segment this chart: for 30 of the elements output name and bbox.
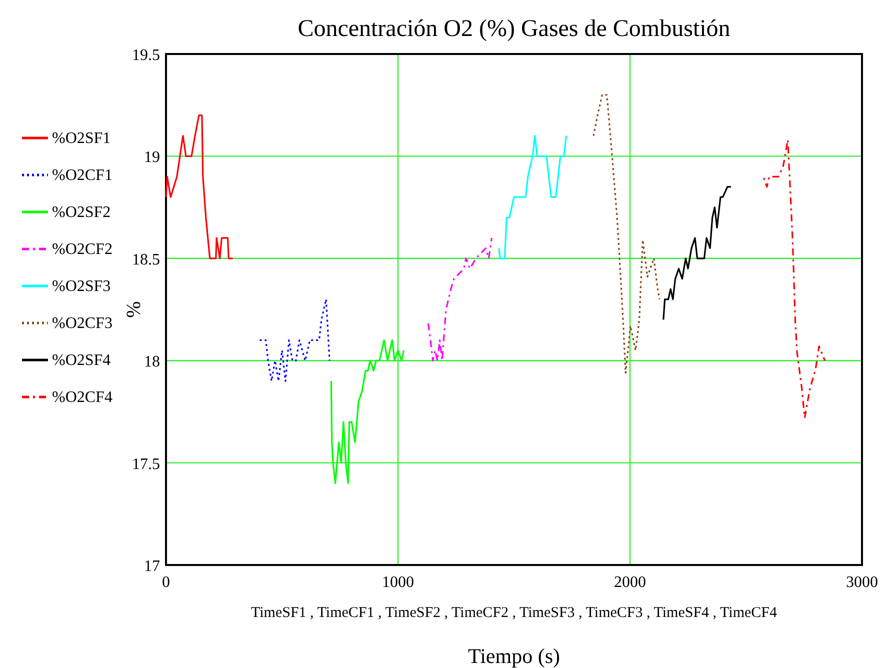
legend-label: %O2SF4	[52, 352, 111, 369]
x-axis-title: Tiempo (s)	[468, 644, 560, 668]
line-series	[662, 186, 732, 321]
y-tick-label: 19	[144, 149, 160, 166]
line-series	[498, 134, 567, 260]
line-series	[592, 94, 660, 374]
text: TimeSF1 , TimeCF1 , TimeSF2 , TimeCF2 , TimeSF3 , TimeCF3 , TimeSF4 , TimeCF4	[250, 605, 778, 621]
y-tick-label: 19.5	[132, 47, 160, 64]
y-axis-title: %	[123, 301, 145, 318]
x-tick-label: 1000	[382, 574, 414, 591]
legend-label: %O2SF2	[52, 204, 111, 221]
legend-label: %O2CF3	[52, 315, 112, 332]
legend-label: %O2CF4	[52, 389, 112, 406]
x-tick-label: 3000	[846, 574, 878, 591]
y-tick-label: 17.5	[132, 456, 160, 473]
y-tick-label: 18	[144, 354, 160, 371]
y-tick-label: 17	[144, 558, 160, 575]
line-series	[330, 339, 405, 484]
line-series	[165, 114, 234, 260]
line-series	[762, 139, 826, 419]
legend-label: %O2CF1	[52, 167, 112, 184]
legend-label: %O2SF3	[52, 278, 111, 295]
y-tick-label: 18.5	[132, 251, 160, 268]
x-tick-label: 0	[162, 574, 170, 591]
line-series	[258, 298, 330, 382]
line-series	[426, 237, 493, 362]
legend-label: %O2CF2	[52, 241, 112, 258]
x-tick-label: 2000	[614, 574, 646, 591]
chart-title: Concentración O2 (%) Gases de Combustión	[298, 16, 730, 42]
legend-label: %O2SF1	[52, 130, 111, 147]
